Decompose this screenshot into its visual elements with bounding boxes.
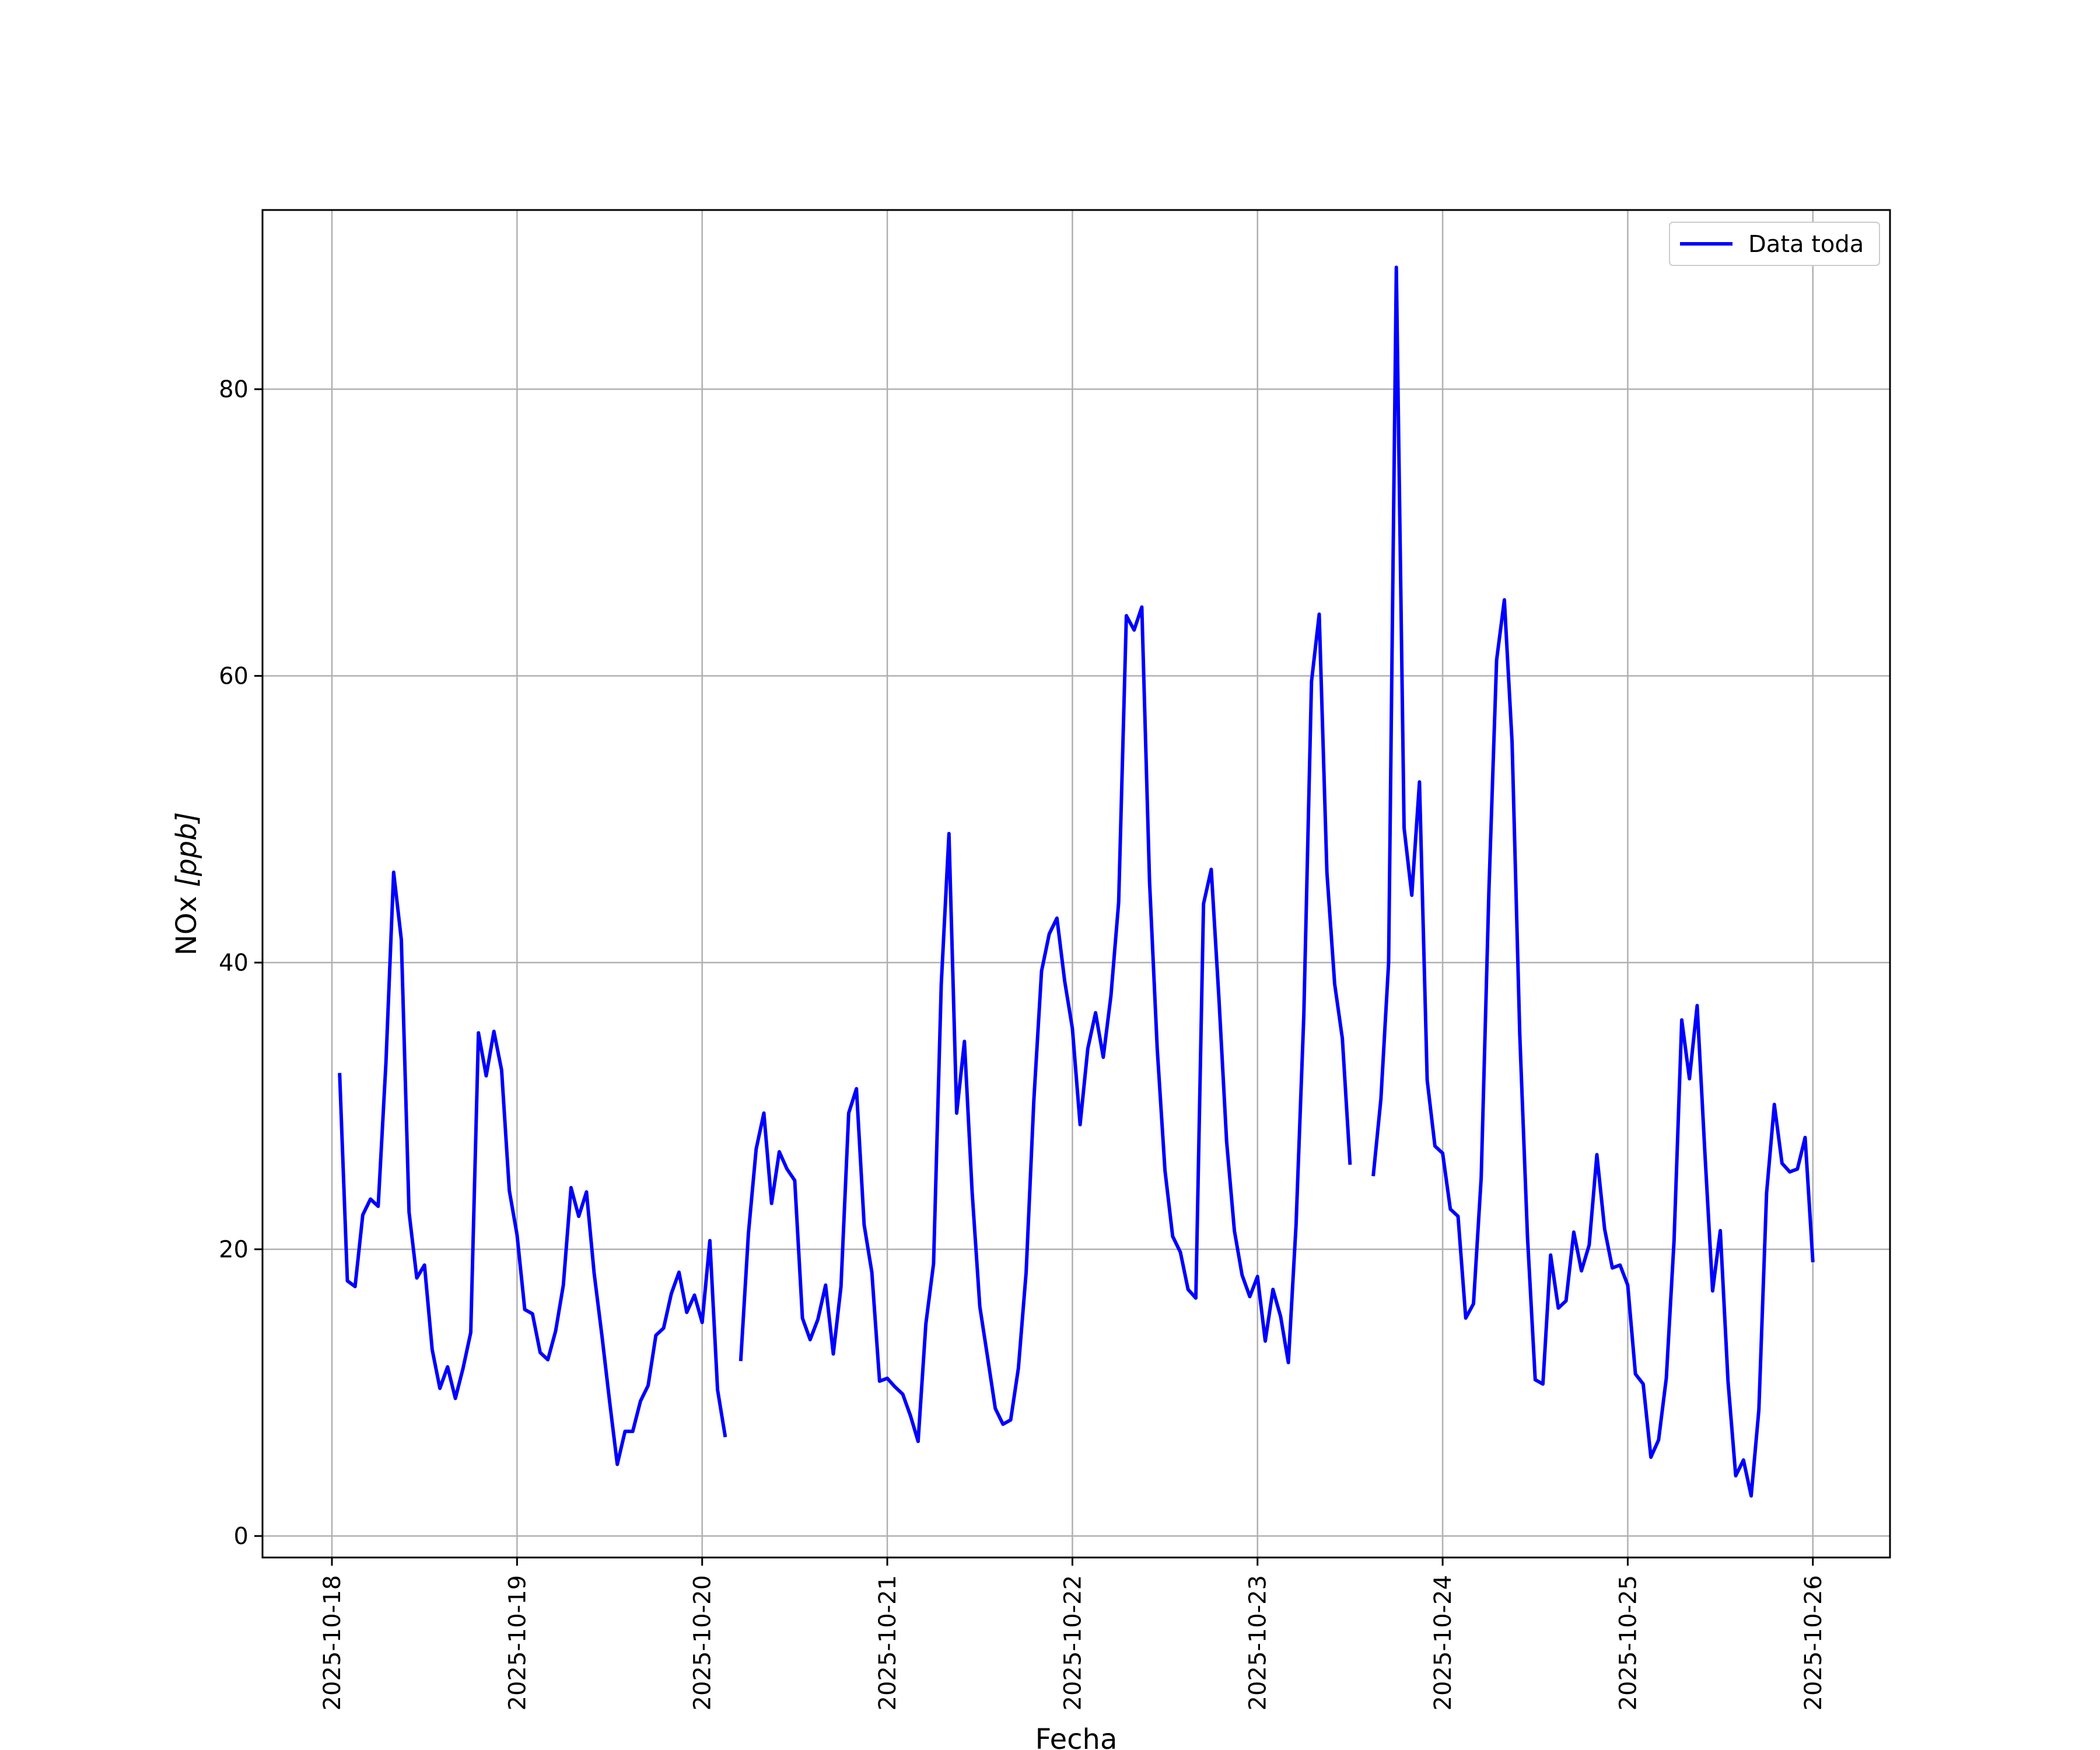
x-tick-label-2025-10-25: 2025-10-25: [1615, 1575, 1642, 1710]
y-tick-label-80: 80: [219, 376, 249, 403]
y-axis-label-unit: [ppb]: [170, 812, 203, 887]
legend: Data toda: [1669, 222, 1880, 266]
x-tick-label-2025-10-19: 2025-10-19: [504, 1575, 531, 1710]
plot-frame: [261, 209, 1891, 1559]
series-layer: [338, 265, 1815, 1498]
y-tick-label-60: 60: [219, 663, 249, 690]
series-line-data-toda-segment-3: [1371, 265, 1815, 1498]
ticks-layer: 2025-10-18 2025-10-19 2025-10-20 2025-10-21…: [219, 376, 1827, 1710]
y-tick-label-0: 0: [234, 1523, 249, 1550]
x-tick-label-2025-10-23: 2025-10-23: [1245, 1575, 1272, 1710]
x-axis-label: Fecha: [1035, 1723, 1118, 1750]
y-axis-label: NOx [ppb]: [170, 812, 203, 956]
legend-box: [1669, 222, 1880, 266]
x-tick-label-2025-10-24: 2025-10-24: [1430, 1575, 1457, 1710]
plot-area: [262, 210, 1890, 1558]
y-tick-label-40: 40: [219, 950, 249, 977]
series-line-data-toda-segment-1: [338, 870, 727, 1466]
y-tick-label-20: 20: [219, 1237, 249, 1264]
x-tick-label-2025-10-21: 2025-10-21: [874, 1575, 901, 1710]
legend-label-data-toda: Data toda: [1748, 231, 1864, 258]
series-line-data-toda-segment-2: [738, 605, 1352, 1443]
x-tick-label-2025-10-26: 2025-10-26: [1800, 1575, 1827, 1710]
x-tick-label-2025-10-22: 2025-10-22: [1059, 1575, 1086, 1710]
grid-layer: [262, 210, 1890, 1558]
x-tick-label-2025-10-20: 2025-10-20: [690, 1575, 716, 1710]
x-tick-label-2025-10-18: 2025-10-18: [319, 1575, 346, 1710]
y-axis-label-main: NOx: [170, 887, 203, 956]
